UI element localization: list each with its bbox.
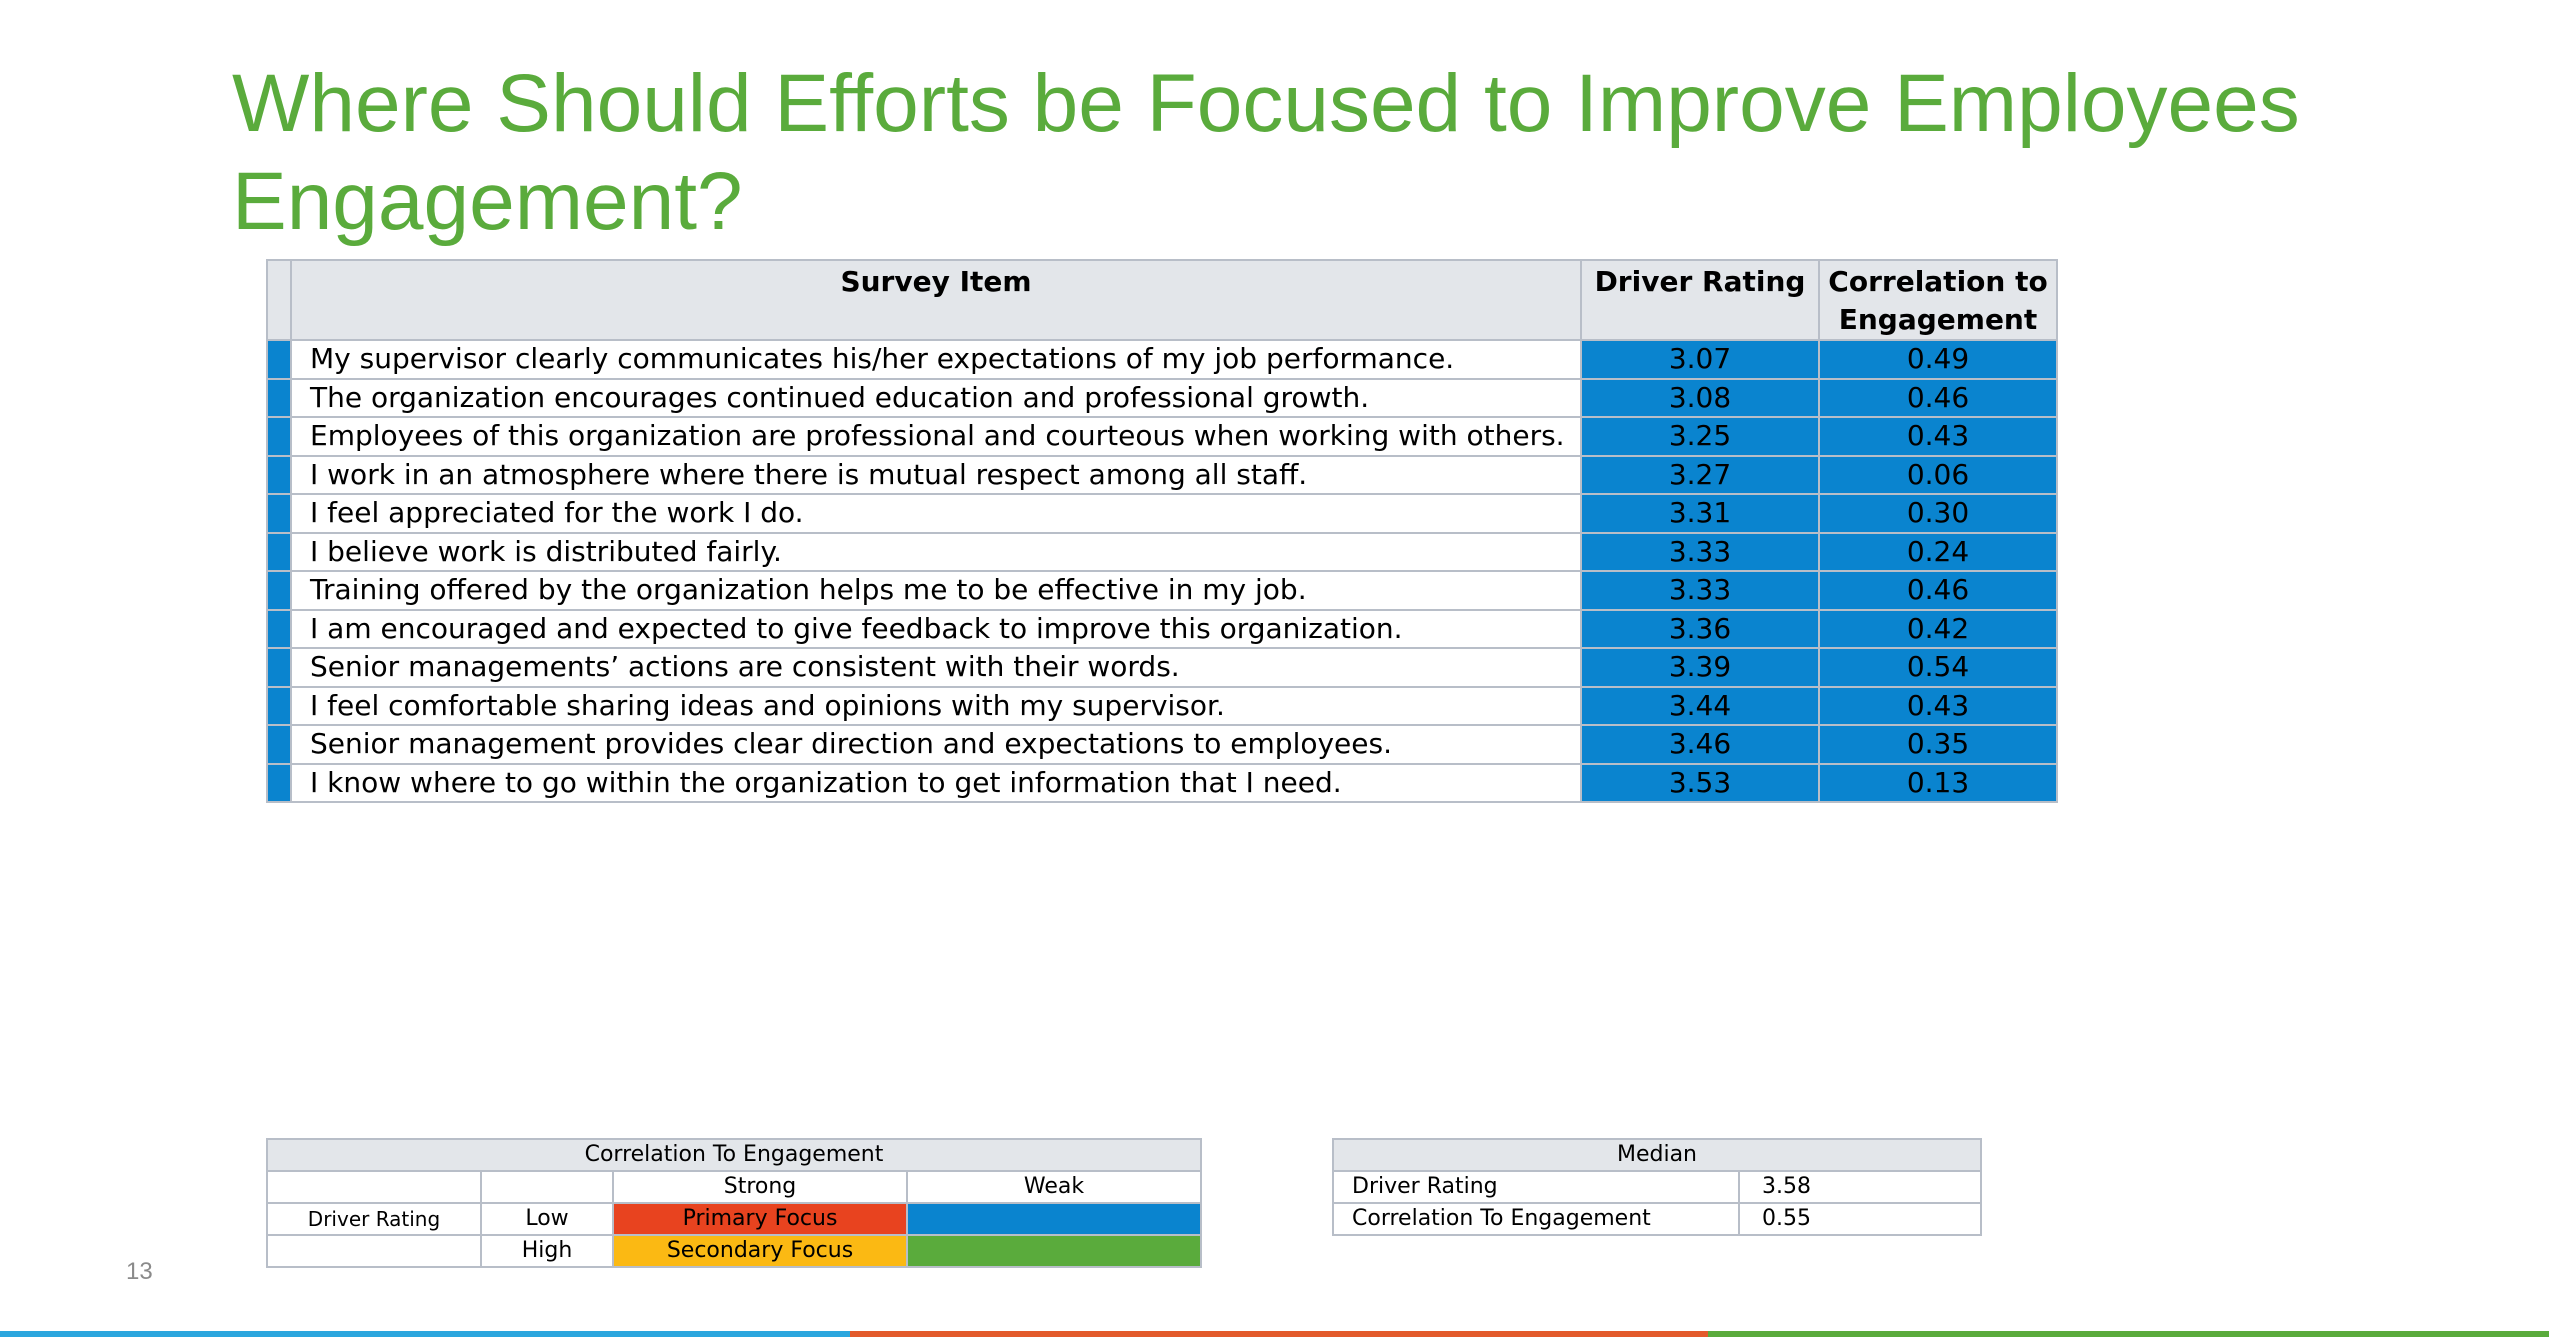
page-number: 13 (126, 1258, 153, 1285)
slide-title: Where Should Efforts be Focused to Impro… (232, 58, 2300, 247)
legend-primary-focus: Primary Focus (612, 1202, 908, 1236)
survey-item-cell: I feel comfortable sharing ideas and opi… (290, 685, 1582, 726)
column-header-correlation: Correlation to Engagement (1818, 259, 2058, 341)
table-row: I feel appreciated for the work I do. 3.3… (266, 493, 2058, 534)
table-row: The organization encourages continued ed… (266, 377, 2058, 418)
row-marker-cell (266, 493, 292, 534)
survey-item-cell: I feel appreciated for the work I do. (290, 493, 1582, 534)
row-marker-cell (266, 608, 292, 649)
table-row: I believe work is distributed fairly. 3.3… (266, 531, 2058, 572)
survey-item-cell: Employees of this organization are profe… (290, 416, 1582, 457)
row-marker-cell (266, 531, 292, 572)
correlation-cell: 0.54 (1818, 647, 2058, 688)
header-marker-cell (266, 259, 292, 341)
row-marker-cell (266, 377, 292, 418)
survey-item-cell: My supervisor clearly communicates his/h… (290, 339, 1582, 380)
table-row: I feel comfortable sharing ideas and opi… (266, 685, 2058, 726)
legend-table: Correlation To Engagement Strong Weak Dr… (266, 1138, 1202, 1268)
legend-empty-cell (266, 1170, 482, 1204)
correlation-cell: 0.46 (1818, 570, 2058, 611)
driver-rating-cell: 3.36 (1580, 608, 1820, 649)
table-row: I am encouraged and expected to give fee… (266, 608, 2058, 649)
survey-item-cell: I am encouraged and expected to give fee… (290, 608, 1582, 649)
legend-low-label: Low (480, 1202, 614, 1236)
legend-low-weak-swatch (906, 1202, 1202, 1236)
driver-rating-cell: 3.33 (1580, 570, 1820, 611)
survey-table: Survey Item Driver Rating Correlation to… (266, 259, 2058, 803)
median-label-driver-rating: Driver Rating (1332, 1170, 1740, 1204)
correlation-cell: 0.43 (1818, 685, 2058, 726)
legend-empty-cell (480, 1170, 614, 1204)
row-marker-cell (266, 570, 292, 611)
driver-rating-cell: 3.27 (1580, 454, 1820, 495)
correlation-cell: 0.30 (1818, 493, 2058, 534)
table-row: I work in an atmosphere where there is m… (266, 454, 2058, 495)
correlation-cell: 0.49 (1818, 339, 2058, 380)
driver-rating-cell: 3.46 (1580, 724, 1820, 765)
correlation-cell: 0.42 (1818, 608, 2058, 649)
footer-bar-green (1708, 1331, 2549, 1337)
median-table: Median Driver Rating 3.58 Correlation To… (1332, 1138, 1982, 1236)
survey-item-cell: I believe work is distributed fairly. (290, 531, 1582, 572)
row-marker-cell (266, 762, 292, 803)
footer-bar-blue (0, 1331, 850, 1337)
legend-title: Correlation To Engagement (266, 1138, 1202, 1172)
median-value-correlation: 0.55 (1738, 1202, 1982, 1236)
survey-item-cell: Senior management provides clear directi… (290, 724, 1582, 765)
footer-bar-orange (850, 1331, 1708, 1337)
driver-rating-cell: 3.33 (1580, 531, 1820, 572)
correlation-cell: 0.43 (1818, 416, 2058, 457)
legend-col-strong: Strong (612, 1170, 908, 1204)
survey-item-cell: The organization encourages continued ed… (290, 377, 1582, 418)
column-header-survey-item: Survey Item (290, 259, 1582, 341)
row-marker-cell (266, 647, 292, 688)
correlation-cell: 0.35 (1818, 724, 2058, 765)
legend-secondary-focus: Secondary Focus (612, 1234, 908, 1268)
table-row: Employees of this organization are profe… (266, 416, 2058, 457)
row-marker-cell (266, 454, 292, 495)
driver-rating-cell: 3.07 (1580, 339, 1820, 380)
legend-empty-cell (266, 1234, 482, 1268)
row-marker-cell (266, 685, 292, 726)
driver-rating-cell: 3.25 (1580, 416, 1820, 457)
table-row: Senior management provides clear directi… (266, 724, 2058, 765)
legend-high-label: High (480, 1234, 614, 1268)
correlation-cell: 0.13 (1818, 762, 2058, 803)
survey-item-cell: I know where to go within the organizati… (290, 762, 1582, 803)
column-header-driver-rating: Driver Rating (1580, 259, 1820, 341)
row-marker-cell (266, 724, 292, 765)
driver-rating-cell: 3.31 (1580, 493, 1820, 534)
median-value-driver-rating: 3.58 (1738, 1170, 1982, 1204)
driver-rating-cell: 3.08 (1580, 377, 1820, 418)
table-row: Senior managements’ actions are consiste… (266, 647, 2058, 688)
median-label-correlation: Correlation To Engagement (1332, 1202, 1740, 1236)
table-row: Training offered by the organization hel… (266, 570, 2058, 611)
survey-item-cell: Senior managements’ actions are consiste… (290, 647, 1582, 688)
survey-item-cell: Training offered by the organization hel… (290, 570, 1582, 611)
legend-row-label: Driver Rating (266, 1202, 482, 1236)
survey-item-cell: I work in an atmosphere where there is m… (290, 454, 1582, 495)
driver-rating-cell: 3.44 (1580, 685, 1820, 726)
correlation-cell: 0.06 (1818, 454, 2058, 495)
correlation-cell: 0.46 (1818, 377, 2058, 418)
legend-col-weak: Weak (906, 1170, 1202, 1204)
correlation-cell: 0.24 (1818, 531, 2058, 572)
survey-table-header: Survey Item Driver Rating Correlation to… (266, 259, 2058, 341)
median-title: Median (1332, 1138, 1982, 1172)
row-marker-cell (266, 416, 292, 457)
row-marker-cell (266, 339, 292, 380)
table-row: I know where to go within the organizati… (266, 762, 2058, 803)
table-row: My supervisor clearly communicates his/h… (266, 339, 2058, 380)
legend-high-weak-swatch (906, 1234, 1202, 1268)
driver-rating-cell: 3.39 (1580, 647, 1820, 688)
driver-rating-cell: 3.53 (1580, 762, 1820, 803)
